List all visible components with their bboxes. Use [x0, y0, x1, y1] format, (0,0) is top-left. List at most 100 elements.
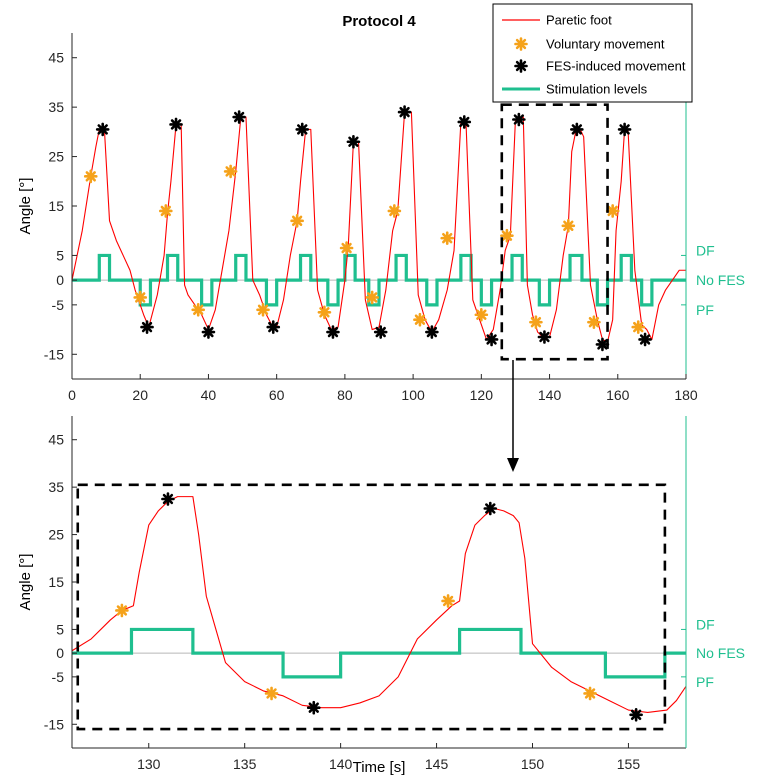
- voluntary-movement-marker: [631, 320, 646, 334]
- zoom-arrow: [507, 360, 519, 472]
- x-tick-label: 130: [137, 756, 161, 772]
- voluntary-movement-marker: [529, 315, 543, 329]
- fes-movement-marker: [537, 330, 552, 344]
- legend-label: Voluntary movement: [546, 37, 665, 52]
- voluntary-movement-marker: [583, 686, 597, 701]
- fes-movement-marker: [232, 110, 246, 124]
- fes-movement-marker: [326, 325, 340, 339]
- panel-bottom: Angle [°] Time [s] 130 135 140 145 150 155-15…: [17, 416, 745, 776]
- voluntary-movement-marker: [339, 241, 354, 255]
- legend-entry-paretic-foot: Paretic foot: [502, 13, 612, 28]
- x-tick-label: 155: [617, 756, 641, 772]
- voluntary-movement-marker: [133, 290, 148, 305]
- x-axis-label: Time [s]: [353, 759, 406, 776]
- legend-swatch-black-star: [514, 59, 528, 73]
- legend-entry-voluntary: Voluntary movement: [514, 37, 665, 52]
- stimulation-level-label: PF: [696, 302, 714, 318]
- legend-label: FES-induced movement: [546, 59, 686, 74]
- x-tick-label: 80: [337, 387, 353, 403]
- legend-entry-fes: FES-induced movement: [514, 59, 686, 74]
- voluntary-movement-marker: [115, 603, 129, 618]
- voluntary-movement-marker: [500, 228, 514, 243]
- stimulation-level-label: DF: [696, 616, 715, 632]
- y-tick-label: -5: [52, 669, 65, 685]
- y-tick-label: 25: [48, 149, 64, 165]
- fes-movement-marker: [483, 501, 498, 516]
- axes-layer: 130 135 140 145 150 155 -15 -5 0 5 15 25 35 45 DF No FE…: [44, 416, 745, 772]
- voluntary-movement-marker: [317, 305, 332, 320]
- paretic-foot-layer: [71, 496, 687, 713]
- y-tick-label: 35: [48, 479, 64, 495]
- legend-entry-stimulation: Stimulation levels: [502, 82, 648, 97]
- voluntary-movement-marker: [587, 315, 601, 329]
- fes-movement-marker: [512, 112, 526, 127]
- legend-label: Paretic foot: [546, 13, 612, 28]
- fes-movement-marker: [638, 332, 652, 347]
- fes-movement-marker: [346, 134, 361, 149]
- voluntary-movement-marker: [191, 302, 206, 317]
- y-axis-label: Angle [°]: [17, 178, 34, 235]
- fes-movement-marker: [266, 320, 281, 334]
- fes-movement-marker: [397, 105, 412, 119]
- y-axis-label: Angle [°]: [17, 554, 34, 611]
- voluntary-movement-marker: [264, 686, 279, 701]
- paretic-foot-layer: [71, 111, 686, 343]
- stimulation-levels-line: [72, 627, 686, 679]
- fes-movement-marker: [306, 700, 321, 715]
- legend-marker: [514, 37, 528, 51]
- zoom-box-layer: [76, 483, 667, 731]
- legend-label: Stimulation levels: [546, 82, 648, 97]
- fes-movement-marker: [595, 337, 610, 352]
- marker-layer: [83, 105, 652, 352]
- paretic-foot-line: [71, 111, 686, 343]
- fes-movement-marker: [95, 122, 110, 137]
- voluntary-movement-marker: [440, 231, 455, 245]
- fes-movement-marker: [161, 492, 175, 506]
- legend: Paretic foot Voluntary movement FES-indu…: [492, 3, 693, 103]
- voluntary-movement-marker: [290, 214, 304, 228]
- paretic-foot-line: [71, 496, 687, 713]
- x-tick-label: 20: [132, 387, 148, 403]
- voluntary-movement-marker: [256, 302, 270, 317]
- stimulation-levels-line: [72, 253, 686, 307]
- zoom-box: [500, 103, 609, 361]
- x-tick-label: 40: [201, 387, 217, 403]
- x-tick-label: 60: [269, 387, 285, 403]
- fes-movement-marker: [617, 122, 632, 137]
- y-tick-label: -15: [44, 716, 64, 732]
- x-tick-label: 150: [521, 756, 545, 772]
- voluntary-movement-marker: [365, 290, 379, 305]
- voluntary-movement-marker: [605, 204, 620, 218]
- stimulation-level-label: No FES: [696, 645, 745, 661]
- voluntary-movement-marker: [441, 594, 455, 608]
- y-tick-label: 0: [56, 645, 64, 661]
- axes-layer: 0 20 40 60 80 100 120 140 160 180 -15 -5 0 5 15 25 35 45 D…: [44, 33, 745, 403]
- zoom-box: [76, 483, 667, 731]
- fes-movement-marker: [457, 115, 472, 129]
- voluntary-movement-marker: [159, 204, 173, 218]
- stimulation-level-label: No FES: [696, 272, 745, 288]
- y-tick-label: -5: [52, 297, 65, 313]
- fes-movement-marker: [140, 320, 154, 334]
- voluntary-movement-marker: [83, 169, 98, 184]
- y-tick-label: 45: [48, 50, 64, 66]
- legend-swatch-orange-star: [514, 37, 528, 51]
- fes-movement-marker: [169, 117, 183, 132]
- fes-movement-marker: [201, 325, 216, 339]
- legend-marker: [514, 59, 528, 73]
- fes-movement-marker: [629, 707, 643, 722]
- x-tick-label: 140: [329, 756, 353, 772]
- x-tick-label: 160: [606, 387, 630, 403]
- y-tick-label: 45: [48, 432, 64, 448]
- x-tick-label: 180: [674, 387, 698, 403]
- stimulation-layer: [72, 253, 686, 307]
- y-tick-label: -15: [44, 346, 64, 362]
- marker-layer: [115, 492, 643, 722]
- y-tick-label: 5: [56, 621, 64, 637]
- y-tick-label: 15: [48, 198, 64, 214]
- y-tick-label: 0: [56, 272, 64, 288]
- x-tick-label: 140: [538, 387, 562, 403]
- x-tick-label: 100: [401, 387, 425, 403]
- fes-movement-marker: [425, 325, 439, 339]
